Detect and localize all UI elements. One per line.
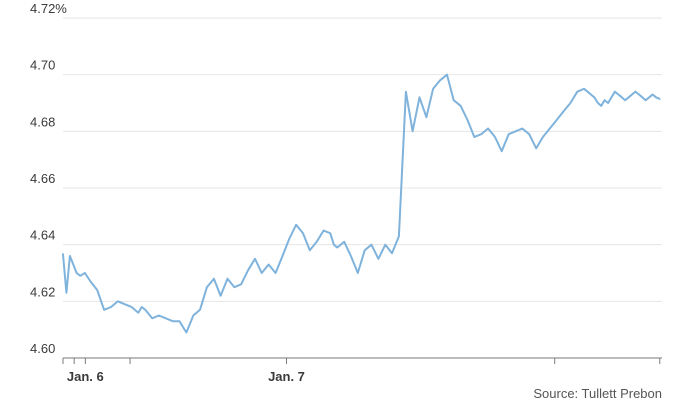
y-tick-label: 4.72% bbox=[30, 1, 67, 16]
source-note: Source: Tullett Prebon bbox=[533, 386, 662, 401]
y-tick-label: 4.62 bbox=[30, 284, 55, 299]
grid-lines bbox=[63, 17, 662, 302]
x-tick-label: Jan. 6 bbox=[67, 369, 104, 384]
series-layer bbox=[62, 73, 661, 334]
y-tick-label: 4.66 bbox=[30, 171, 55, 186]
y-axis-tick-labels: 4.60 4.62 4.64 4.66 4.68 4.70 4.72% bbox=[30, 1, 67, 356]
x-tick-label: Jan. 7 bbox=[268, 369, 305, 384]
x-axis-ticks: Jan. 6 Jan. 7 bbox=[62, 358, 661, 384]
y-tick-label: 4.60 bbox=[30, 341, 55, 356]
yield-series-line bbox=[62, 73, 661, 334]
y-tick-label: 4.68 bbox=[30, 114, 55, 129]
y-tick-label: 4.64 bbox=[30, 228, 55, 243]
y-tick-label: 4.70 bbox=[30, 58, 55, 73]
